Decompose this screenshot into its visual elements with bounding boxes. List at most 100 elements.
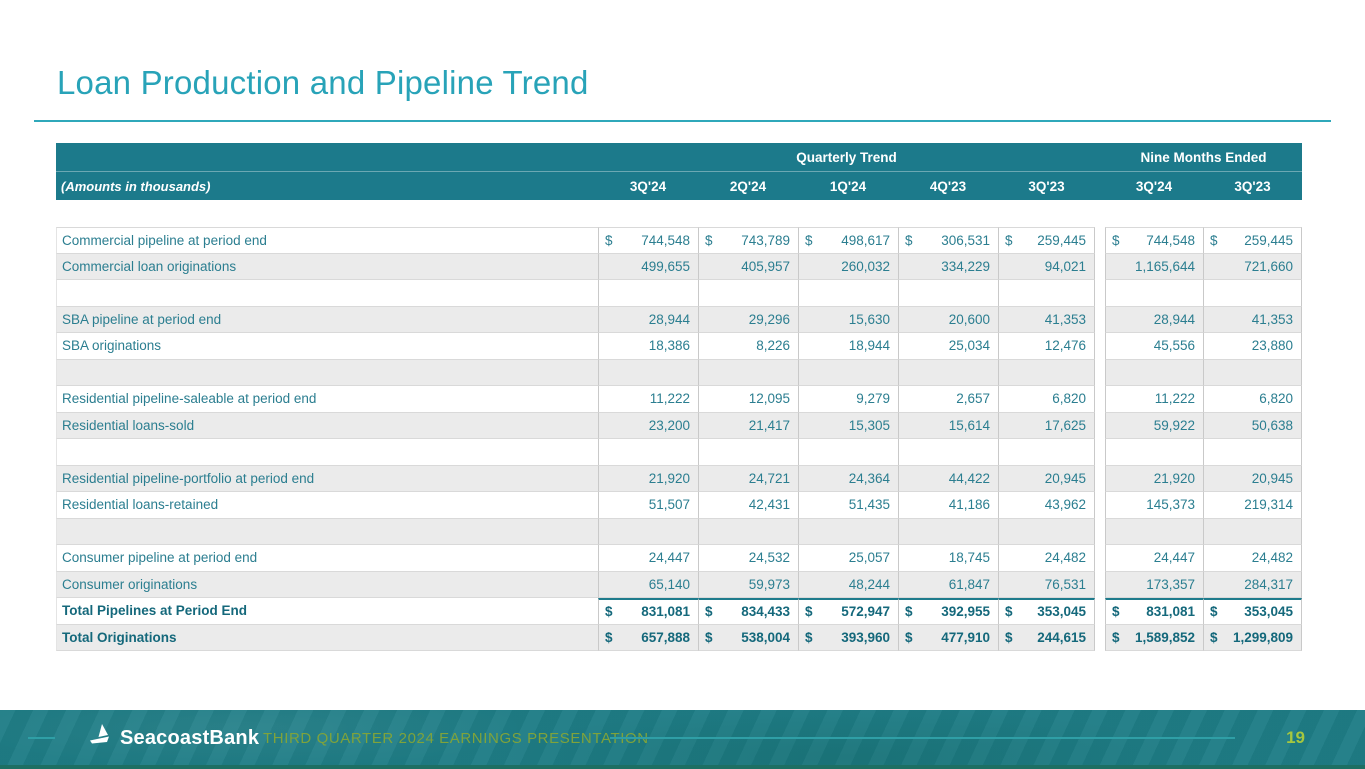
table-row: Consumer originations 65,140 59,973 48,244 6…	[56, 571, 1302, 598]
currency-symbol: $	[605, 232, 613, 248]
row-label: Total Pipelines at Period End	[56, 598, 598, 625]
row-label: SBA originations	[56, 333, 598, 360]
column-header: 2Q'24	[729, 178, 767, 194]
table-row: Total Pipelines at Period End $831,081 $83…	[56, 598, 1302, 625]
cell-value: 24,447	[648, 550, 690, 566]
value-cell: 15,630	[798, 306, 898, 333]
row-label: Commercial pipeline at period end	[56, 227, 598, 254]
value-cell: 41,353	[1203, 306, 1302, 333]
value-cell: 145,373	[1105, 492, 1203, 519]
cell-value: 6,820	[1259, 391, 1293, 407]
row-label	[56, 280, 598, 307]
cell-value: 18,745	[948, 550, 990, 566]
cell-value: 353,045	[1244, 604, 1293, 620]
row-label: Consumer pipeline at period end	[56, 545, 598, 572]
cell-value: 20,945	[1251, 470, 1293, 486]
cell-value: 20,600	[948, 311, 990, 327]
cell-value: 1,165,644	[1134, 258, 1195, 274]
spacer-row	[56, 518, 1302, 545]
column-header: 3Q'23	[1234, 178, 1271, 194]
cell-value: 744,548	[1146, 232, 1195, 248]
column-group-gap	[1095, 280, 1105, 307]
table-row: Commercial loan originations 499,655 405,9…	[56, 253, 1302, 280]
value-cell	[1203, 359, 1302, 386]
value-cell: $477,910	[898, 624, 998, 651]
value-cell: 9,279	[798, 386, 898, 413]
value-cell: 18,386	[598, 333, 698, 360]
sail-icon	[88, 723, 114, 754]
value-cell: 2,657	[898, 386, 998, 413]
value-cell: 48,244	[798, 571, 898, 598]
table-row: Residential loans-sold 23,200 21,417 15,305…	[56, 412, 1302, 439]
value-cell: 173,357	[1105, 571, 1203, 598]
value-cell: $572,947	[798, 598, 898, 625]
cell-value: 173,357	[1146, 576, 1195, 592]
row-label: Residential loans-retained	[56, 492, 598, 519]
currency-symbol: $	[1210, 232, 1218, 248]
loan-production-table: Quarterly Trend Nine Months Ended (Amoun…	[56, 143, 1302, 651]
row-label: Residential pipeline-saleable at period …	[56, 386, 598, 413]
cell-value: 284,317	[1244, 576, 1293, 592]
cell-value: 499,655	[641, 258, 690, 274]
logo-text: SeacoastBank	[120, 727, 260, 749]
cell-value: 17,625	[1044, 417, 1086, 433]
footer-bottom-stripe	[0, 765, 1365, 769]
currency-symbol: $	[1112, 604, 1120, 620]
cell-value: 20,945	[1044, 470, 1086, 486]
cell-value: 11,222	[649, 391, 690, 407]
value-cell	[798, 439, 898, 466]
value-cell: 61,847	[898, 571, 998, 598]
value-cell: 24,532	[698, 545, 798, 572]
column-group-gap	[1095, 518, 1105, 545]
cell-value: 28,944	[1153, 311, 1195, 327]
cell-value: 244,615	[1037, 629, 1086, 645]
value-cell: $244,615	[998, 624, 1095, 651]
value-cell	[1203, 280, 1302, 307]
value-cell: $353,045	[1203, 598, 1302, 625]
currency-symbol: $	[905, 604, 913, 620]
value-cell: 23,880	[1203, 333, 1302, 360]
cell-value: 219,314	[1244, 497, 1293, 513]
row-label	[56, 439, 598, 466]
cell-value: 8,226	[756, 338, 790, 354]
cell-value: 12,476	[1044, 338, 1086, 354]
cell-value: 44,422	[948, 470, 990, 486]
value-cell: 17,625	[998, 412, 1095, 439]
column-group-gap	[1095, 598, 1105, 625]
quarterly-trend-header: Quarterly Trend	[796, 149, 897, 165]
cell-value: 42,431	[748, 497, 790, 513]
value-cell: 76,531	[998, 571, 1095, 598]
currency-symbol: $	[705, 232, 713, 248]
value-cell: 11,222	[598, 386, 698, 413]
value-cell	[898, 359, 998, 386]
value-cell: 12,095	[698, 386, 798, 413]
value-cell	[1105, 439, 1203, 466]
value-cell: $1,299,809	[1203, 624, 1302, 651]
cell-value: 21,417	[748, 417, 790, 433]
cell-value: 1,299,809	[1232, 629, 1293, 645]
column-group-gap	[1095, 439, 1105, 466]
cell-value: 743,789	[741, 232, 790, 248]
value-cell: $831,081	[1105, 598, 1203, 625]
value-cell: 24,364	[798, 465, 898, 492]
value-cell: $538,004	[698, 624, 798, 651]
page-number: 19	[1286, 728, 1305, 747]
title-divider	[34, 120, 1331, 122]
cell-value: 6,820	[1052, 391, 1086, 407]
row-label: Consumer originations	[56, 571, 598, 598]
cell-value: 18,944	[848, 338, 890, 354]
value-cell: 6,820	[998, 386, 1095, 413]
cell-value: 15,614	[948, 417, 990, 433]
table-row: Residential pipeline-portfolio at period…	[56, 465, 1302, 492]
currency-symbol: $	[1112, 629, 1120, 645]
cell-value: 29,296	[748, 311, 790, 327]
column-group-gap	[1095, 624, 1105, 651]
value-cell: 24,721	[698, 465, 798, 492]
value-cell	[798, 518, 898, 545]
value-cell: 42,431	[698, 492, 798, 519]
value-cell	[998, 518, 1095, 545]
column-group-gap	[1095, 545, 1105, 572]
column-group-gap	[1095, 571, 1105, 598]
cell-value: 744,548	[641, 232, 690, 248]
cell-value: 43,962	[1044, 497, 1086, 513]
